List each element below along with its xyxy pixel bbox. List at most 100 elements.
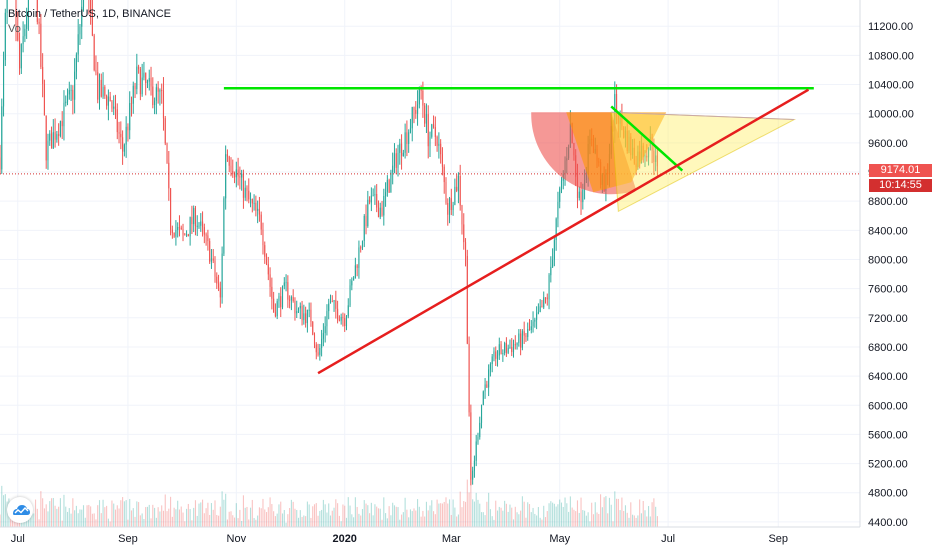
tradingview-logo[interactable]	[7, 497, 33, 523]
price-tick-label: 10400.00	[868, 80, 914, 92]
candle-body	[258, 208, 260, 215]
volume-bar	[212, 509, 214, 527]
volume-bar	[557, 504, 559, 527]
volume-bar	[640, 513, 642, 527]
volume-bar	[552, 502, 554, 527]
volume-bar	[289, 508, 291, 527]
candle-body	[436, 136, 438, 146]
volume-bar	[649, 516, 651, 527]
volume-bar	[600, 494, 602, 527]
chart-legend: Bitcoin / TetherUS, 1D, BINANCE Vo	[8, 7, 171, 37]
volume-bar	[635, 517, 637, 527]
volume-bar	[321, 509, 323, 527]
volume-bar	[477, 499, 479, 527]
candle-body	[233, 174, 236, 178]
volume-bar	[466, 479, 468, 527]
candle-body	[212, 258, 214, 261]
candle-body	[127, 126, 129, 131]
volume-bar	[127, 519, 129, 527]
volume-bar	[553, 503, 555, 527]
volume-bar	[81, 509, 83, 527]
candle-body	[360, 247, 362, 249]
candle-body	[141, 77, 143, 95]
candle-body	[306, 309, 308, 324]
candle-body	[59, 121, 61, 136]
candle-body	[111, 101, 113, 109]
candle-body	[408, 132, 410, 144]
short-green-line[interactable]	[610, 105, 684, 172]
volume-bar	[203, 513, 205, 527]
candle-body	[379, 207, 381, 218]
volume-bar	[324, 504, 326, 527]
volume-bar	[233, 517, 236, 527]
support-trendline[interactable]	[317, 88, 810, 375]
candle-body	[381, 207, 383, 216]
candle-body	[376, 194, 378, 208]
volume-bar	[608, 497, 611, 527]
candle-body	[532, 321, 534, 327]
volume-bar	[365, 503, 367, 527]
candle-body	[77, 34, 79, 55]
candle-body	[369, 199, 371, 203]
time-axis: Jul Sep Nov 2020 Mar May Jul Sep	[11, 533, 788, 545]
volume-bar	[628, 517, 630, 527]
volume-bar	[281, 513, 284, 527]
candle-body	[178, 227, 181, 229]
volume-bar	[283, 510, 285, 527]
volume-bar	[194, 500, 197, 527]
candle-body	[448, 198, 451, 215]
volume-bar	[493, 519, 495, 527]
volume-bar	[42, 498, 44, 527]
volume-bar	[354, 497, 356, 527]
candle-body	[491, 356, 493, 365]
candle-body	[504, 343, 506, 354]
volume-bar	[653, 498, 655, 527]
candle-body	[344, 318, 346, 327]
candle-body	[72, 89, 74, 100]
volume-bar	[401, 514, 403, 527]
volume-bar	[161, 505, 163, 527]
candle-body	[509, 346, 511, 348]
volume-bar	[559, 499, 561, 527]
volume-bar	[338, 515, 340, 527]
volume-bar	[496, 510, 499, 527]
volume-bar	[385, 513, 387, 527]
candle-body	[161, 89, 163, 91]
candle-body	[180, 227, 182, 230]
gann-fan-drawing[interactable]	[531, 111, 797, 213]
volume-bar	[639, 499, 641, 527]
volume-bar	[361, 509, 364, 527]
volume-bar	[543, 505, 545, 527]
volume-bar	[541, 519, 543, 527]
volume-bar	[82, 505, 85, 527]
price-axis-background[interactable]	[860, 0, 932, 527]
volume-bar	[91, 513, 93, 527]
volume-bar	[130, 510, 133, 527]
volume-bar	[56, 508, 58, 527]
volume-bar	[171, 516, 173, 527]
volume-bar	[544, 517, 547, 527]
candle-body	[249, 199, 252, 201]
candle-body	[452, 204, 454, 211]
candle-body	[162, 90, 165, 119]
candle-body	[479, 422, 481, 438]
volume-bar	[77, 513, 79, 527]
volume-bar	[193, 507, 195, 527]
candle-body	[186, 234, 188, 236]
volume-bar	[512, 519, 515, 527]
volume-bar	[109, 521, 111, 527]
volume-bar	[509, 504, 511, 527]
candle-body	[312, 321, 314, 335]
volume-bar	[33, 513, 35, 527]
candle-body	[514, 344, 516, 346]
candle-body	[415, 110, 417, 114]
volume-bar	[150, 518, 152, 527]
candle-body	[374, 194, 376, 196]
candle-body	[125, 126, 127, 145]
volume-bar	[612, 521, 614, 527]
candle-body	[459, 176, 461, 206]
candle-body	[79, 26, 81, 35]
volume-bar	[502, 510, 504, 527]
candle-body	[6, 0, 8, 13]
